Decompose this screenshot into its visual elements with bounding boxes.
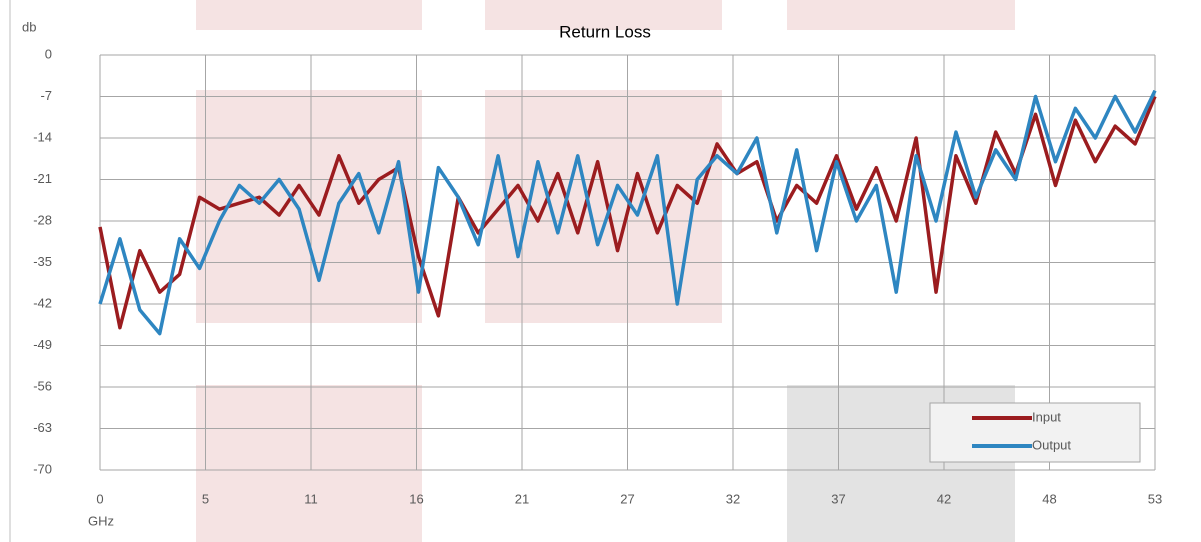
series-line: [98, 89, 1157, 336]
x-tick-label: 16: [409, 491, 423, 506]
y-tick-label: -21: [33, 171, 52, 186]
panel: [196, 385, 422, 542]
panel: [485, 0, 722, 30]
legend-label: Output: [1032, 437, 1071, 452]
x-axis-label: GHz: [88, 513, 114, 528]
y-tick-label: -7: [40, 88, 52, 103]
y-tick-label: -70: [33, 461, 52, 476]
x-tick-label: 11: [304, 491, 318, 506]
y-tick-label: -56: [33, 378, 52, 393]
x-tick-label: 27: [620, 491, 634, 506]
y-tick-label: -35: [33, 254, 52, 269]
y-axis-label: db: [22, 19, 36, 34]
x-tick-label: 5: [202, 491, 209, 506]
y-tick-label: -49: [33, 337, 52, 352]
y-tick-label: -42: [33, 295, 52, 310]
x-tick-label: 53: [1148, 491, 1162, 506]
x-tick-label: 32: [726, 491, 740, 506]
legend-box: [929, 402, 1141, 463]
x-tick-label: 21: [515, 491, 529, 506]
chart-title: Return Loss: [559, 22, 651, 41]
panel: [485, 90, 722, 323]
y-tick-label: -14: [33, 129, 52, 144]
y-tick-label: 0: [45, 46, 52, 61]
y-tick-label: -63: [33, 420, 52, 435]
legend-label: Input: [1032, 409, 1061, 424]
y-tick-label: -28: [33, 212, 52, 227]
x-tick-label: 0: [96, 491, 103, 506]
x-tick-label: 37: [831, 491, 845, 506]
x-tick-label: 48: [1042, 491, 1056, 506]
background-panels: [196, 0, 1015, 542]
panel: [787, 0, 1015, 30]
panel: [196, 0, 422, 30]
x-tick-label: 42: [937, 491, 951, 506]
